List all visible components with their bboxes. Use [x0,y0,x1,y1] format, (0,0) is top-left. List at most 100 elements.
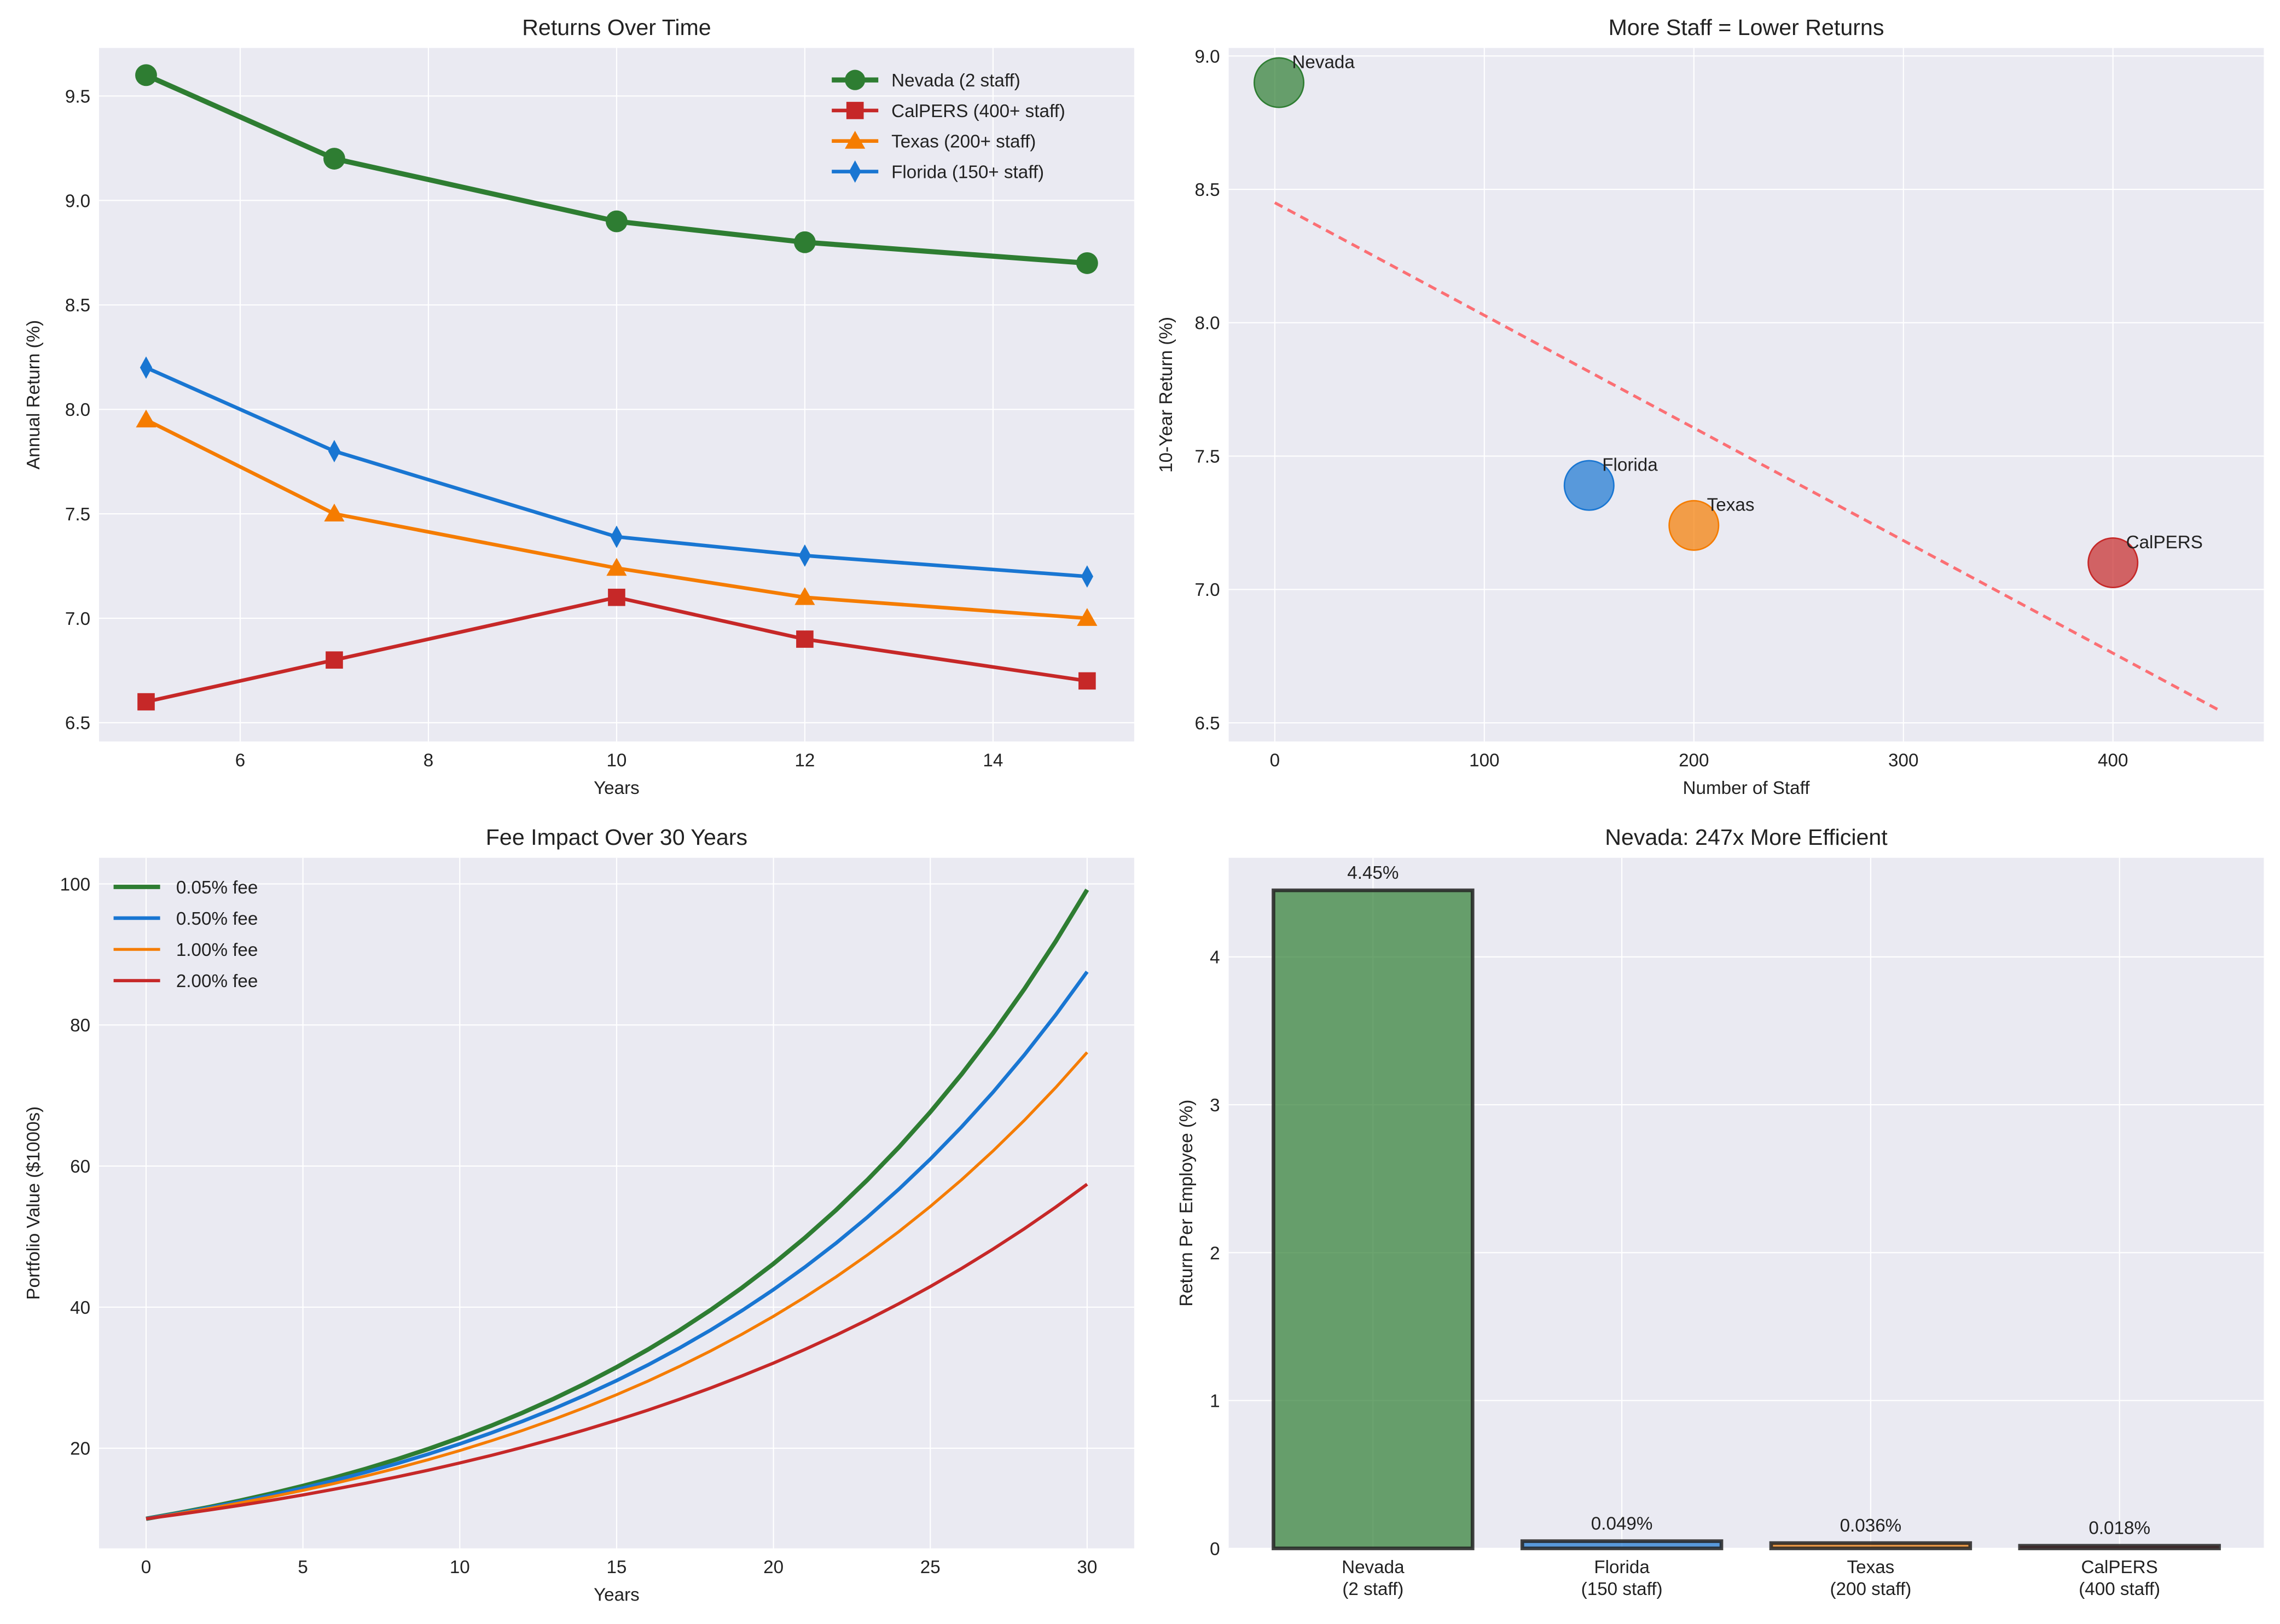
data-point [137,693,155,711]
x-tick-label: 6 [235,750,245,770]
data-label: 4.45% [1347,863,1399,883]
x-tick-label-line: (400 staff) [2079,1579,2160,1599]
x-axis-label: Years [594,1585,640,1605]
y-axis-label: Portfolio Value ($1000s) [24,1106,44,1300]
x-tick-label: 15 [606,1557,626,1577]
y-tick-label: 7.5 [65,504,90,525]
data-point [845,69,866,90]
x-tick-label-line: Nevada [1342,1557,1405,1577]
y-tick-label: 8.0 [1194,314,1220,334]
bar [1272,888,1475,1551]
x-tick-label: 30 [1077,1557,1097,1577]
bar [1520,1539,1724,1551]
legend-label: 0.05% fee [176,878,258,898]
legend-label: 1.00% fee [176,940,258,960]
scatter-point [1253,57,1304,108]
y-tick-label: 6.5 [65,714,90,734]
data-point [849,160,861,183]
y-tick-label: 7.0 [1194,580,1220,600]
y-tick-label: 9.5 [65,86,90,107]
chart-title: Returns Over Time [522,15,711,40]
subplot-1: 6.5 7.0 7.5 8.0 8.5 9.0 9.5 6 8 10 12 14 Returns Ove… [24,15,1134,798]
plot-area [1228,48,2264,742]
x-tick-label: CalPERS (400 staff) [2079,1557,2160,1599]
subplot-2: 6.5 7.0 7.5 8.0 8.5 9.0 0 100 200 300 400 More Staf… [1156,15,2264,798]
y-tick-label: 8.5 [1194,180,1220,200]
x-axis-label: Years [594,778,640,798]
x-tick-label: 300 [1888,750,1918,770]
x-tick-label: 8 [423,750,433,770]
x-tick-label: Florida (150 staff) [1581,1557,1663,1599]
y-tick-label: 40 [70,1298,90,1318]
point-label: Nevada [1292,52,1355,72]
data-point [608,588,625,606]
y-tick-label: 4 [1210,948,1220,968]
legend-label: 0.50% fee [176,909,258,929]
x-tick-label: 20 [763,1557,784,1577]
trend-line [1274,201,2219,711]
legend-label: 2.00% fee [176,971,258,991]
y-tick-label: 60 [70,1157,90,1177]
y-axis-label: 10-Year Return (%) [1156,317,1176,473]
x-tick-label: 0 [1270,750,1280,770]
data-label: 0.049% [1591,1513,1653,1534]
data-point [606,558,627,576]
chart-title: Nevada: 247x More Efficient [1605,825,1888,850]
y-tick-label: 3 [1210,1095,1220,1116]
data-point [328,440,341,462]
series-line [146,1182,1088,1521]
series-line [146,1051,1088,1521]
chart-title: Fee Impact Over 30 Years [486,825,747,850]
x-tick-label: 10 [606,750,626,770]
x-tick-label-line: CalPERS [2081,1557,2158,1577]
y-tick-label: 6.5 [1194,714,1220,734]
data-point [1081,565,1094,588]
data-point [846,102,864,119]
series-line [146,970,1089,1521]
data-point [135,64,157,86]
y-tick-label: 9.0 [65,191,90,211]
data-point [324,503,345,521]
y-tick-label: 20 [70,1439,90,1459]
x-tick-label: 25 [920,1557,941,1577]
legend-label: CalPERS (400+ staff) [891,101,1065,121]
data-point [794,587,815,605]
data-point [845,131,866,149]
data-point [326,651,343,669]
data-point [1077,608,1098,626]
x-tick-label: 100 [1469,750,1499,770]
data-point [140,356,153,379]
x-tick-label: 5 [298,1557,308,1577]
subplot-4: 0 1 2 3 4 Nevada: 247x More Efficient Return P… [1176,825,2264,1599]
y-tick-label: 8.0 [65,400,90,420]
subplot-3: 20 40 60 80 100 0 5 10 15 20 25 30 Fee Impact Over 3… [24,825,1134,1605]
x-tick-label: 12 [794,750,815,770]
data-point [1076,252,1098,274]
data-point [606,210,628,233]
y-axis-label: Return Per Employee (%) [1176,1100,1197,1307]
legend-label: Florida (150+ staff) [891,162,1044,182]
y-tick-label: 7.5 [1194,446,1220,467]
data-label: 0.036% [1840,1516,1902,1536]
x-tick-label: 0 [141,1557,151,1577]
bar [1769,1541,1972,1551]
scatter-point [1563,460,1615,511]
y-tick-label: 7.0 [65,609,90,629]
x-tick-label: Texas (200 staff) [1830,1557,1911,1599]
x-tick-label: Nevada (2 staff) [1342,1557,1405,1599]
x-tick-label-line: (200 staff) [1830,1579,1911,1599]
x-tick-label-line: (150 staff) [1581,1579,1663,1599]
y-tick-label: 80 [70,1016,90,1036]
series-line [146,889,1089,1521]
data-label: 0.018% [2088,1518,2150,1539]
y-axis-label: Annual Return (%) [24,320,44,469]
data-point [793,231,816,253]
data-point [136,409,156,428]
y-tick-label: 8.5 [65,295,90,316]
x-tick-label: 10 [450,1557,470,1577]
bar [2018,1544,2221,1551]
x-tick-label: 14 [983,750,1003,770]
data-point [1078,672,1096,690]
data-point [796,630,814,648]
